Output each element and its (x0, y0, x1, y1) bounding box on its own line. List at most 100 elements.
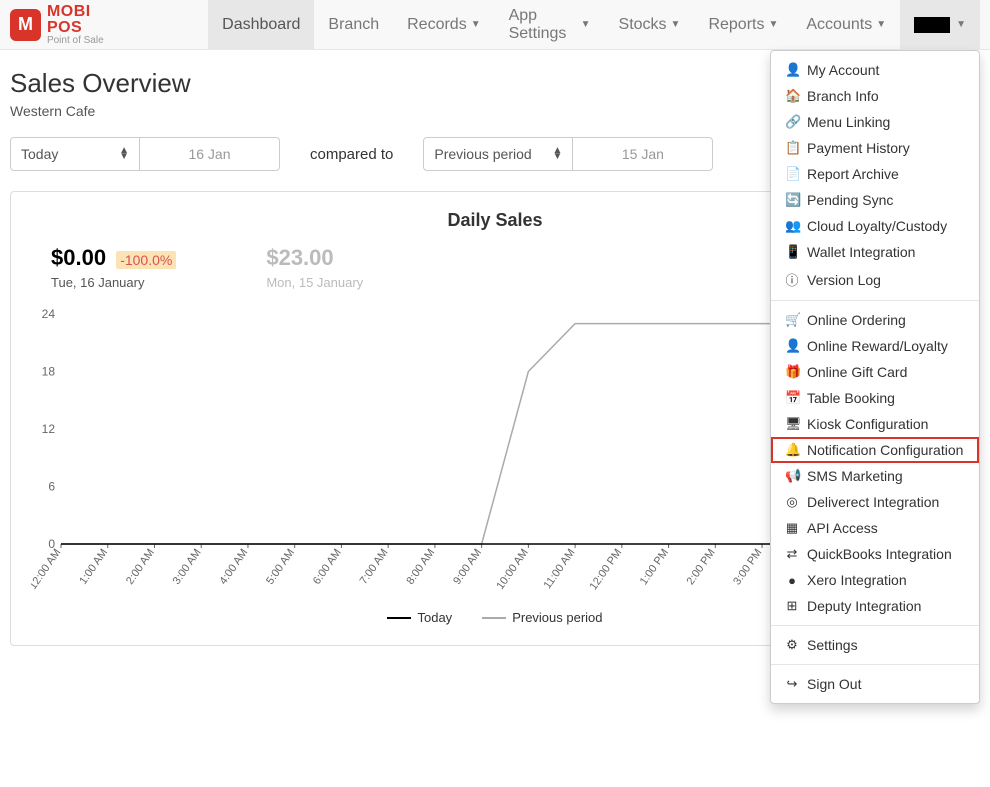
period-select[interactable]: Today ▲▼ (10, 137, 140, 171)
nav-dashboard[interactable]: Dashboard (208, 0, 314, 50)
svg-text:12: 12 (42, 422, 56, 436)
notification-config-icon: 🔔 (785, 442, 799, 458)
svg-text:12:00 AM: 12:00 AM (31, 547, 63, 592)
menu-label: QuickBooks Integration (807, 546, 952, 562)
menu-quickbooks[interactable]: ⇄ QuickBooks Integration (771, 541, 979, 567)
menu-branch-info[interactable]: 🏠Branch Info (771, 83, 979, 109)
svg-text:6:00 AM: 6:00 AM (311, 547, 344, 587)
user-dropdown: 👤My Account🏠Branch Info🔗Menu Linking📋Pay… (770, 50, 980, 704)
compare-date-input[interactable]: 15 Jan (573, 137, 713, 171)
compare-select-label: Previous period (434, 146, 531, 162)
menu-version-log[interactable]: ⓘVersion Log (771, 265, 979, 294)
user-menu-caret-icon: ▼ (956, 19, 966, 30)
nav-app-settings[interactable]: App Settings▼ (495, 0, 605, 50)
nav-stocks[interactable]: Stocks▼ (605, 0, 695, 50)
svg-text:1:00 AM: 1:00 AM (77, 547, 110, 587)
menu-label: Table Booking (807, 390, 895, 406)
quickbooks-icon: ⇄ (785, 546, 799, 562)
menu-label: Branch Info (807, 88, 879, 104)
sign-out-icon: ↪ (785, 676, 799, 692)
metric-today-value: $0.00 (51, 245, 106, 270)
nav-reports[interactable]: Reports▼ (694, 0, 792, 50)
online-reward-icon: 👤 (785, 338, 799, 354)
svg-text:4:00 AM: 4:00 AM (217, 547, 250, 587)
svg-text:6: 6 (48, 480, 55, 494)
svg-text:3:00 AM: 3:00 AM (171, 547, 204, 587)
menu-wallet-integration[interactable]: 📱Wallet Integration (771, 239, 979, 265)
caret-down-icon: ▼ (471, 19, 481, 30)
menu-menu-linking[interactable]: 🔗Menu Linking (771, 109, 979, 135)
menu-my-account[interactable]: 👤My Account (771, 57, 979, 83)
caret-down-icon: ▼ (876, 19, 886, 30)
brand-logo-icon: M (10, 9, 41, 41)
menu-label: Online Gift Card (807, 364, 907, 380)
menu-label: Online Ordering (807, 312, 906, 328)
menu-pending-sync[interactable]: 🔄 Pending Sync (771, 187, 979, 213)
nav-records[interactable]: Records▼ (393, 0, 494, 50)
dropdown-divider (771, 300, 979, 301)
menu-api-access[interactable]: ▦API Access (771, 515, 979, 541)
menu-notification-config[interactable]: 🔔Notification Configuration (771, 437, 979, 463)
menu-label: Wallet Integration (807, 244, 915, 260)
caret-down-icon: ▼ (768, 19, 778, 30)
menu-label: Xero Integration (807, 572, 907, 588)
svg-text:2:00 PM: 2:00 PM (684, 547, 717, 587)
legend-previous: Previous period (482, 610, 602, 625)
menu-label: API Access (807, 520, 878, 536)
menu-label: Deliverect Integration (807, 494, 939, 510)
xero-icon: ● (785, 573, 799, 588)
pending-sync-icon: 🔄 (785, 192, 799, 208)
nav-accounts[interactable]: Accounts▼ (792, 0, 900, 50)
menu-online-gift-card[interactable]: 🎁 Online Gift Card (771, 359, 979, 385)
menu-report-archive[interactable]: 📄Report Archive (771, 161, 979, 187)
dropdown-divider (771, 625, 979, 626)
menu-online-ordering[interactable]: 🛒 Online Ordering (771, 307, 979, 333)
menu-settings[interactable]: ⚙Settings (771, 632, 979, 658)
svg-text:12:00 PM: 12:00 PM (587, 547, 624, 592)
compare-select[interactable]: Previous period ▲▼ (423, 137, 573, 171)
svg-text:10:00 AM: 10:00 AM (494, 547, 530, 592)
brand-logo[interactable]: M MOBI POS Point of Sale (10, 4, 128, 46)
menu-label: Pending Sync (807, 192, 893, 208)
menu-label: Sign Out (807, 676, 861, 692)
menu-label: Menu Linking (807, 114, 890, 130)
report-archive-icon: 📄 (785, 166, 799, 182)
menu-sign-out[interactable]: ↪ Sign Out (771, 671, 979, 697)
metric-today-change: -100.0% (116, 251, 176, 269)
menu-table-booking[interactable]: 📅 Table Booking (771, 385, 979, 411)
metric-today: $0.00 -100.0% Tue, 16 January (51, 245, 176, 290)
menu-deliverect[interactable]: ◎Deliverect Integration (771, 489, 979, 515)
svg-text:1:00 PM: 1:00 PM (638, 547, 671, 587)
menu-kiosk-config[interactable]: 🖥Kiosk Configuration (771, 411, 979, 437)
user-menu-trigger[interactable]: ▼ (900, 0, 980, 50)
online-ordering-icon: 🛒 (785, 312, 799, 328)
menu-label: Payment History (807, 140, 910, 156)
menu-label: Version Log (807, 272, 881, 288)
select-arrows-icon: ▲▼ (552, 148, 562, 160)
svg-text:18: 18 (42, 365, 56, 379)
kiosk-config-icon: 🖥 (785, 416, 799, 432)
menu-xero[interactable]: ● Xero Integration (771, 567, 979, 593)
dropdown-divider (771, 664, 979, 665)
menu-label: Cloud Loyalty/Custody (807, 218, 947, 234)
menu-online-reward[interactable]: 👤Online Reward/Loyalty (771, 333, 979, 359)
svg-text:7:00 AM: 7:00 AM (358, 547, 391, 587)
svg-text:2:00 AM: 2:00 AM (124, 547, 157, 587)
menu-sms-marketing[interactable]: 📢SMS Marketing (771, 463, 979, 489)
menu-payment-history[interactable]: 📋Payment History (771, 135, 979, 161)
menu-deputy[interactable]: ⊞Deputy Integration (771, 593, 979, 619)
svg-text:11:00 AM: 11:00 AM (542, 547, 578, 591)
nav-branch[interactable]: Branch (314, 0, 393, 50)
menu-cloud-loyalty[interactable]: 👥 Cloud Loyalty/Custody (771, 213, 979, 239)
sms-marketing-icon: 📢 (785, 468, 799, 484)
online-gift-card-icon: 🎁 (785, 364, 799, 380)
navbar: M MOBI POS Point of Sale DashboardBranch… (0, 0, 990, 50)
deputy-icon: ⊞ (785, 598, 799, 614)
menu-label: Settings (807, 637, 858, 653)
table-booking-icon: 📅 (785, 390, 799, 406)
metric-previous-value: $23.00 (266, 245, 363, 271)
period-date-input[interactable]: 16 Jan (140, 137, 280, 171)
cloud-loyalty-icon: 👥 (785, 218, 799, 234)
nav-items: DashboardBranchRecords▼App Settings▼Stoc… (208, 0, 900, 50)
select-arrows-icon: ▲▼ (119, 148, 129, 160)
